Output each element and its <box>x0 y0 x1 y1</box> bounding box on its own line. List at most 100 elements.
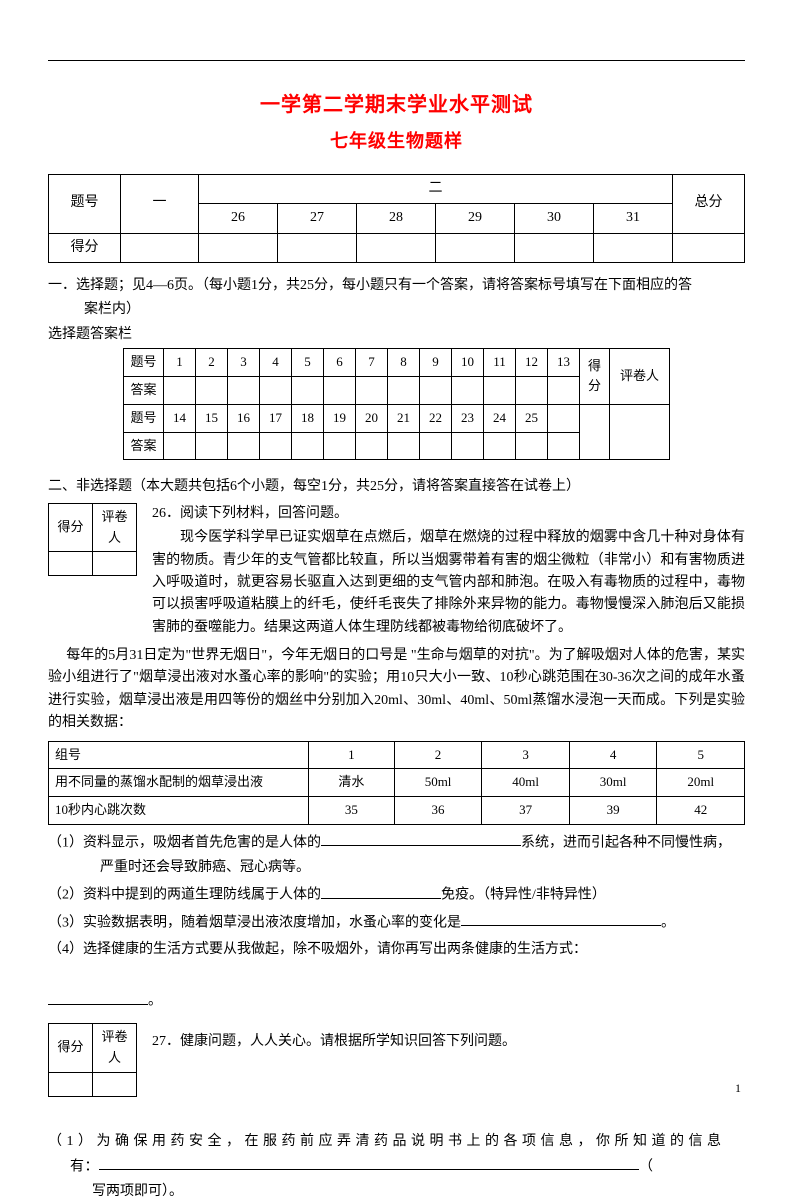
q27-s1c: （ <box>639 1159 654 1174</box>
data-cell: 3 <box>482 741 570 769</box>
data-cell: 50ml <box>394 769 482 797</box>
ans-cell <box>452 432 484 460</box>
title-main: 一学第二学期末学业水平测试 <box>48 89 745 121</box>
ans-num: 12 <box>516 349 548 377</box>
score-box-cell <box>93 1072 137 1096</box>
data-cell: 1 <box>309 741 395 769</box>
data-cell: 4 <box>569 741 657 769</box>
ans-cell <box>356 432 388 460</box>
data-r1-label: 组号 <box>49 741 309 769</box>
score-box-26: 得分 评卷人 <box>48 503 137 577</box>
q27-s1b: 有： <box>70 1159 99 1174</box>
ans-num: 19 <box>324 404 356 432</box>
ans-grader-hdr: 评卷人 <box>610 349 670 405</box>
score-cell <box>436 233 515 262</box>
ans-cell <box>548 376 580 404</box>
ans-cell <box>356 376 388 404</box>
q26-p2: 每年的5月31日定为"世界无烟日"，今年无烟日的口号是 "生命与烟草的对抗"。为… <box>48 645 745 735</box>
ans-cell <box>260 432 292 460</box>
ans-hdr-ans: 答案 <box>124 432 164 460</box>
data-cell: 36 <box>394 797 482 825</box>
section1-title: 一．选择题；见4—6页。（每小题1分，共25分，每小题只有一个答案，请将答案标号… <box>48 275 745 297</box>
data-cell: 清水 <box>309 769 395 797</box>
blank <box>321 883 441 898</box>
ans-num: 25 <box>516 404 548 432</box>
ans-cell <box>324 432 356 460</box>
ans-cell <box>516 432 548 460</box>
score-section2: 二 <box>199 174 673 203</box>
ans-cell <box>484 376 516 404</box>
ans-num: 21 <box>388 404 420 432</box>
ans-score-hdr: 得分 <box>580 349 610 405</box>
score-cell <box>121 233 199 262</box>
score-box-score: 得分 <box>49 1023 93 1072</box>
ans-cell <box>452 376 484 404</box>
ans-cell <box>324 376 356 404</box>
score-cell <box>278 233 357 262</box>
score-cell <box>199 233 278 262</box>
q26-p1: 现今医学科学早已证实烟草在点燃后，烟草在燃烧的过程中释放的烟雾中含几十种对身体有… <box>152 530 745 635</box>
ans-num: 16 <box>228 404 260 432</box>
ans-num: 9 <box>420 349 452 377</box>
q26-sub2: （2）资料中提到的两道生理防线属于人体的免疫。（特异性/非特异性） <box>48 883 745 907</box>
ans-grader-cell <box>610 404 670 460</box>
ans-num: 23 <box>452 404 484 432</box>
blank <box>321 831 521 846</box>
ans-cell <box>292 432 324 460</box>
ans-num: 14 <box>164 404 196 432</box>
q27-sub1a: （1）为确保用药安全，在服药前应弄清药品说明书上的各项信息，你所知道的信息 <box>48 1131 745 1153</box>
ans-cell <box>548 404 580 432</box>
score-header-score: 得分 <box>49 233 121 262</box>
score-sub-27: 27 <box>278 204 357 233</box>
ans-cell <box>516 376 548 404</box>
q26-num: 26．阅读下列材料，回答问题。 <box>152 503 745 525</box>
q26-sub4: （4）选择健康的生活方式要从我做起，除不吸烟外，请你再写出两条健康的生活方式： <box>48 939 745 961</box>
score-sub-28: 28 <box>357 204 436 233</box>
score-total: 总分 <box>673 174 745 233</box>
q26-p1-start: 现今医学科学早已证实烟草在点燃后，烟草在燃烧的过程中释放的烟雾中含几十种对身体有… <box>152 527 745 639</box>
ans-cell <box>164 376 196 404</box>
blank <box>99 1155 639 1170</box>
ans-num: 5 <box>292 349 324 377</box>
ans-num: 22 <box>420 404 452 432</box>
data-cell: 5 <box>657 741 745 769</box>
section2-title: 二、非选择题（本大题共包括6个小题，每空1分，共25分，请将答案直接答在试卷上） <box>48 476 745 498</box>
ans-num: 20 <box>356 404 388 432</box>
score-cell <box>357 233 436 262</box>
q26-sub1a: （1）资料显示，吸烟者首先危害的是人体的 <box>48 835 321 850</box>
ans-hdr-ans: 答案 <box>124 376 164 404</box>
score-box-cell <box>49 1072 93 1096</box>
data-cell: 37 <box>482 797 570 825</box>
q26-sub1c: 严重时还会导致肺癌、冠心病等。 <box>48 857 745 879</box>
ans-cell <box>228 376 260 404</box>
score-header-title: 题号 <box>49 174 121 233</box>
ans-cell <box>548 432 580 460</box>
title-sub: 七年级生物题样 <box>48 127 745 156</box>
score-table: 题号 一 二 总分 26 27 28 29 30 31 得分 <box>48 174 745 263</box>
q26-sub1: （1）资料显示，吸烟者首先危害的是人体的 系统，进而引起各种不同慢性病， <box>48 831 745 855</box>
ans-num: 15 <box>196 404 228 432</box>
score-cell <box>673 233 745 262</box>
ans-num: 1 <box>164 349 196 377</box>
ans-cell <box>228 432 260 460</box>
q26-sub1b: 系统，进而引起各种不同慢性病， <box>521 835 731 850</box>
score-box-cell <box>49 552 93 576</box>
score-section1: 一 <box>121 174 199 233</box>
q26-sub2a: （2）资料中提到的两道生理防线属于人体的 <box>48 888 321 903</box>
section1-title-cont: 案栏内） <box>48 299 745 321</box>
ans-cell <box>260 376 292 404</box>
ans-cell <box>484 432 516 460</box>
data-cell: 2 <box>394 741 482 769</box>
data-r3-label: 10秒内心跳次数 <box>49 797 309 825</box>
q27-sub1b: 有： （ <box>48 1155 745 1179</box>
ans-hdr-num: 题号 <box>124 349 164 377</box>
ans-num: 10 <box>452 349 484 377</box>
title-block: 一学第二学期末学业水平测试 七年级生物题样 <box>48 89 745 156</box>
q26-sub3b: 。 <box>661 915 675 930</box>
q26-data-table: 组号 1 2 3 4 5 用不同量的蒸馏水配制的烟草浸出液 清水 50ml 40… <box>48 741 745 825</box>
top-rule <box>48 60 745 61</box>
score-box-cell <box>93 552 137 576</box>
q26-sub4-blank: 。 <box>48 989 745 1013</box>
ans-num: 11 <box>484 349 516 377</box>
data-cell: 30ml <box>569 769 657 797</box>
